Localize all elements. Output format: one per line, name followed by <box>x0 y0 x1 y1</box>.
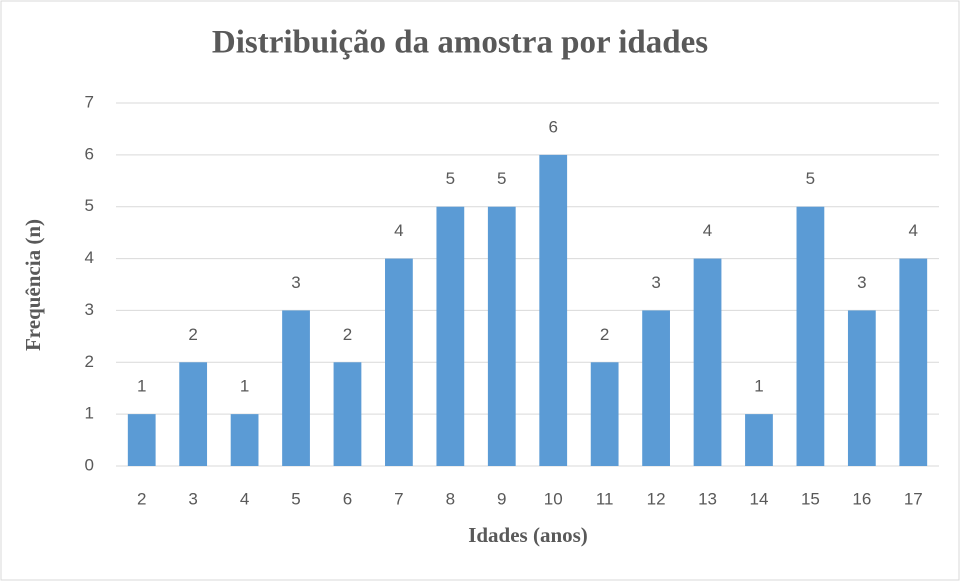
bar <box>127 414 156 466</box>
value-label: 3 <box>857 273 866 292</box>
bar <box>179 362 208 466</box>
value-label: 1 <box>240 377 249 396</box>
bar <box>745 414 773 466</box>
x-tick-label: 8 <box>446 489 455 508</box>
value-label: 2 <box>343 325 352 344</box>
value-label: 5 <box>497 169 506 188</box>
y-tick-label: 6 <box>85 144 94 163</box>
x-tick-label: 9 <box>497 489 506 508</box>
value-label: 4 <box>703 221 712 240</box>
value-label: 5 <box>446 169 455 188</box>
y-tick-label: 2 <box>85 352 94 371</box>
x-tick-label: 5 <box>291 489 300 508</box>
bar <box>796 206 825 466</box>
bar <box>333 362 362 466</box>
y-tick-label: 4 <box>85 248 94 267</box>
x-tick-label: 6 <box>343 489 352 508</box>
value-label: 2 <box>188 325 197 344</box>
bar <box>590 362 619 466</box>
value-label: 5 <box>806 169 815 188</box>
x-tick-label: 17 <box>904 489 923 508</box>
y-tick-label: 7 <box>85 92 94 111</box>
bar <box>230 414 259 466</box>
bar <box>539 154 568 466</box>
value-label: 3 <box>291 273 300 292</box>
x-tick-label: 14 <box>750 489 769 508</box>
x-axis-label: Idades (anos) <box>468 523 588 547</box>
bar <box>436 206 465 466</box>
x-tick-label: 13 <box>698 489 717 508</box>
value-label: 4 <box>394 221 403 240</box>
x-tick-label: 11 <box>596 489 614 508</box>
x-tick-label: 15 <box>801 489 820 508</box>
bar <box>899 258 928 466</box>
x-tick-label: 3 <box>188 489 197 508</box>
value-label: 2 <box>600 325 609 344</box>
bar <box>693 258 722 466</box>
x-tick-label: 16 <box>852 489 871 508</box>
x-tick-label: 10 <box>544 489 563 508</box>
chart-title: Distribuição da amostra por idades <box>212 25 708 61</box>
y-tick-label: 5 <box>85 196 94 215</box>
value-label: 4 <box>909 221 918 240</box>
y-tick-label: 3 <box>85 300 94 319</box>
y-tick-label: 1 <box>85 404 94 423</box>
bar <box>385 258 413 466</box>
x-tick-label: 2 <box>137 489 146 508</box>
value-label: 1 <box>137 377 146 396</box>
x-tick-label: 12 <box>647 489 666 508</box>
bar <box>847 310 876 466</box>
bar <box>282 310 310 466</box>
x-tick-label: 4 <box>240 489 249 508</box>
value-label: 6 <box>548 117 557 136</box>
y-axis-label: Frequência (n) <box>21 219 45 351</box>
bar <box>487 206 516 466</box>
value-label: 1 <box>754 377 763 396</box>
value-label: 3 <box>651 273 660 292</box>
x-tick-label: 7 <box>394 489 403 508</box>
y-tick-label: 0 <box>85 455 94 474</box>
bar <box>642 310 670 466</box>
